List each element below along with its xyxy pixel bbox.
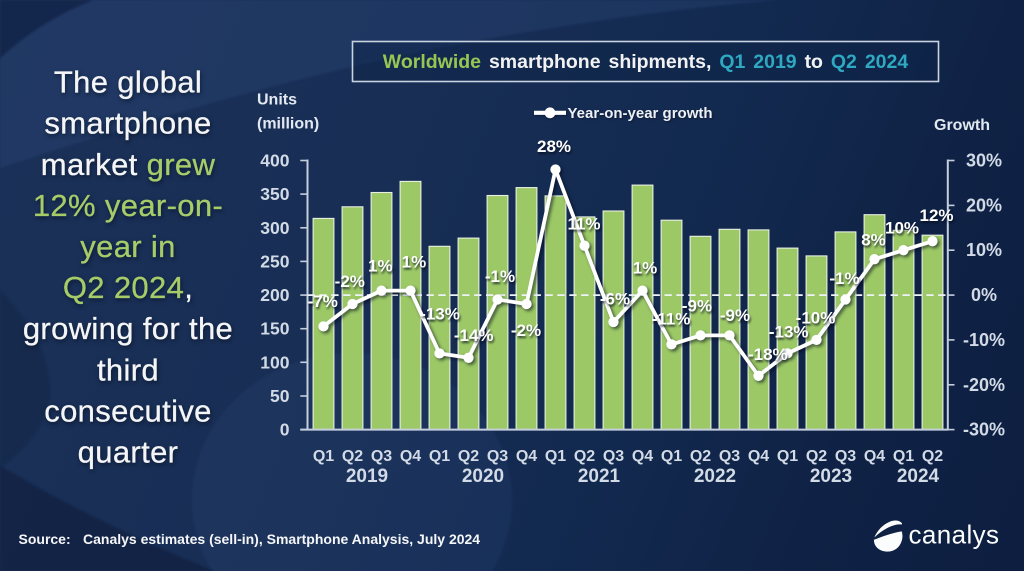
- svg-text:Q2: Q2: [574, 448, 595, 465]
- svg-text:Canalys estimates (sell-in), S: Canalys estimates (sell-in), Smartphone …: [83, 531, 480, 547]
- svg-text:Q4: Q4: [632, 448, 653, 465]
- svg-text:-1%: -1%: [829, 269, 859, 288]
- svg-text:100: 100: [260, 352, 289, 372]
- svg-text:-6%: -6%: [600, 290, 630, 309]
- svg-text:Source:: Source:: [19, 531, 71, 547]
- svg-text:-10%: -10%: [796, 309, 836, 328]
- svg-text:Q4: Q4: [516, 448, 537, 465]
- svg-text:200: 200: [260, 285, 289, 305]
- svg-text:-20%: -20%: [963, 375, 1005, 395]
- svg-text:-30%: -30%: [963, 420, 1005, 440]
- svg-text:11%: 11%: [567, 215, 600, 234]
- svg-text:-13%: -13%: [420, 305, 460, 324]
- svg-text:Q1: Q1: [429, 448, 450, 465]
- svg-text:growing for the: growing for the: [23, 311, 233, 346]
- svg-text:Q3: Q3: [371, 448, 392, 465]
- svg-text:28%: 28%: [537, 137, 571, 156]
- svg-text:Q1: Q1: [545, 448, 566, 465]
- svg-text:20%: 20%: [966, 195, 1002, 215]
- svg-text:0: 0: [280, 420, 290, 440]
- svg-text:(million): (million): [257, 116, 319, 133]
- svg-text:300: 300: [260, 218, 289, 238]
- svg-text:-9%: -9%: [720, 306, 750, 325]
- svg-text:-14%: -14%: [454, 326, 494, 345]
- svg-text:2021: 2021: [578, 466, 621, 487]
- svg-text:year in: year in: [80, 229, 176, 264]
- svg-text:Q1: Q1: [893, 448, 914, 465]
- svg-text:2022: 2022: [694, 466, 736, 487]
- svg-text:third: third: [97, 352, 159, 387]
- svg-text:Q4: Q4: [864, 448, 885, 465]
- svg-text:400: 400: [260, 151, 289, 171]
- svg-text:Q2: Q2: [690, 448, 711, 465]
- svg-text:market grew: market grew: [41, 147, 216, 182]
- svg-text:0%: 0%: [971, 285, 997, 305]
- svg-text:2023: 2023: [810, 466, 852, 487]
- svg-text:8%: 8%: [861, 231, 886, 250]
- svg-text:Q4: Q4: [748, 448, 769, 465]
- svg-text:Q2 2024,: Q2 2024,: [63, 270, 193, 305]
- svg-text:12% year-on-: 12% year-on-: [33, 188, 223, 223]
- svg-text:Q3: Q3: [719, 448, 740, 465]
- svg-text:250: 250: [260, 251, 289, 271]
- svg-text:2020: 2020: [462, 466, 504, 487]
- svg-text:Q2: Q2: [806, 448, 827, 465]
- svg-text:350: 350: [260, 184, 289, 204]
- svg-text:-2%: -2%: [335, 272, 365, 291]
- svg-text:-9%: -9%: [682, 297, 712, 316]
- svg-text:Units: Units: [257, 92, 297, 109]
- svg-text:Year-on-year growth: Year-on-year growth: [568, 105, 713, 122]
- svg-text:-11%: -11%: [652, 310, 691, 329]
- svg-text:smartphone: smartphone: [44, 106, 211, 141]
- svg-text:Q2: Q2: [342, 448, 363, 465]
- svg-text:30%: 30%: [966, 151, 1002, 171]
- svg-text:12%: 12%: [919, 206, 953, 225]
- svg-text:quarter: quarter: [78, 435, 179, 470]
- svg-text:-13%: -13%: [769, 323, 809, 342]
- svg-text:Q4: Q4: [400, 448, 421, 465]
- svg-text:The global: The global: [54, 65, 202, 100]
- svg-text:-2%: -2%: [511, 321, 541, 340]
- svg-text:Q1: Q1: [313, 448, 334, 465]
- svg-text:Q1: Q1: [777, 448, 798, 465]
- svg-text:1%: 1%: [368, 257, 393, 276]
- svg-text:canalys: canalys: [909, 520, 1000, 550]
- svg-text:2019: 2019: [346, 466, 388, 487]
- svg-text:Q3: Q3: [487, 448, 508, 465]
- svg-text:10%: 10%: [966, 240, 1002, 260]
- svg-text:-1%: -1%: [485, 267, 515, 286]
- svg-text:-18%: -18%: [748, 345, 788, 364]
- svg-text:150: 150: [260, 319, 289, 339]
- svg-text:Worldwide smartphone shipments: Worldwide smartphone shipments, Q1 2019 …: [383, 51, 909, 73]
- svg-text:50: 50: [270, 386, 290, 406]
- svg-text:2024: 2024: [897, 466, 940, 487]
- svg-text:Q1: Q1: [661, 448, 682, 465]
- svg-text:-7%: -7%: [308, 292, 338, 311]
- svg-text:10%: 10%: [885, 219, 919, 238]
- svg-text:1%: 1%: [633, 259, 658, 278]
- svg-text:1%: 1%: [402, 253, 427, 272]
- svg-text:-10%: -10%: [963, 330, 1005, 350]
- svg-text:Q2: Q2: [458, 448, 479, 465]
- svg-text:Q3: Q3: [835, 448, 856, 465]
- svg-text:Q2: Q2: [922, 448, 943, 465]
- svg-text:Growth: Growth: [934, 117, 990, 134]
- svg-text:Q3: Q3: [603, 448, 624, 465]
- svg-text:consecutive: consecutive: [44, 393, 212, 428]
